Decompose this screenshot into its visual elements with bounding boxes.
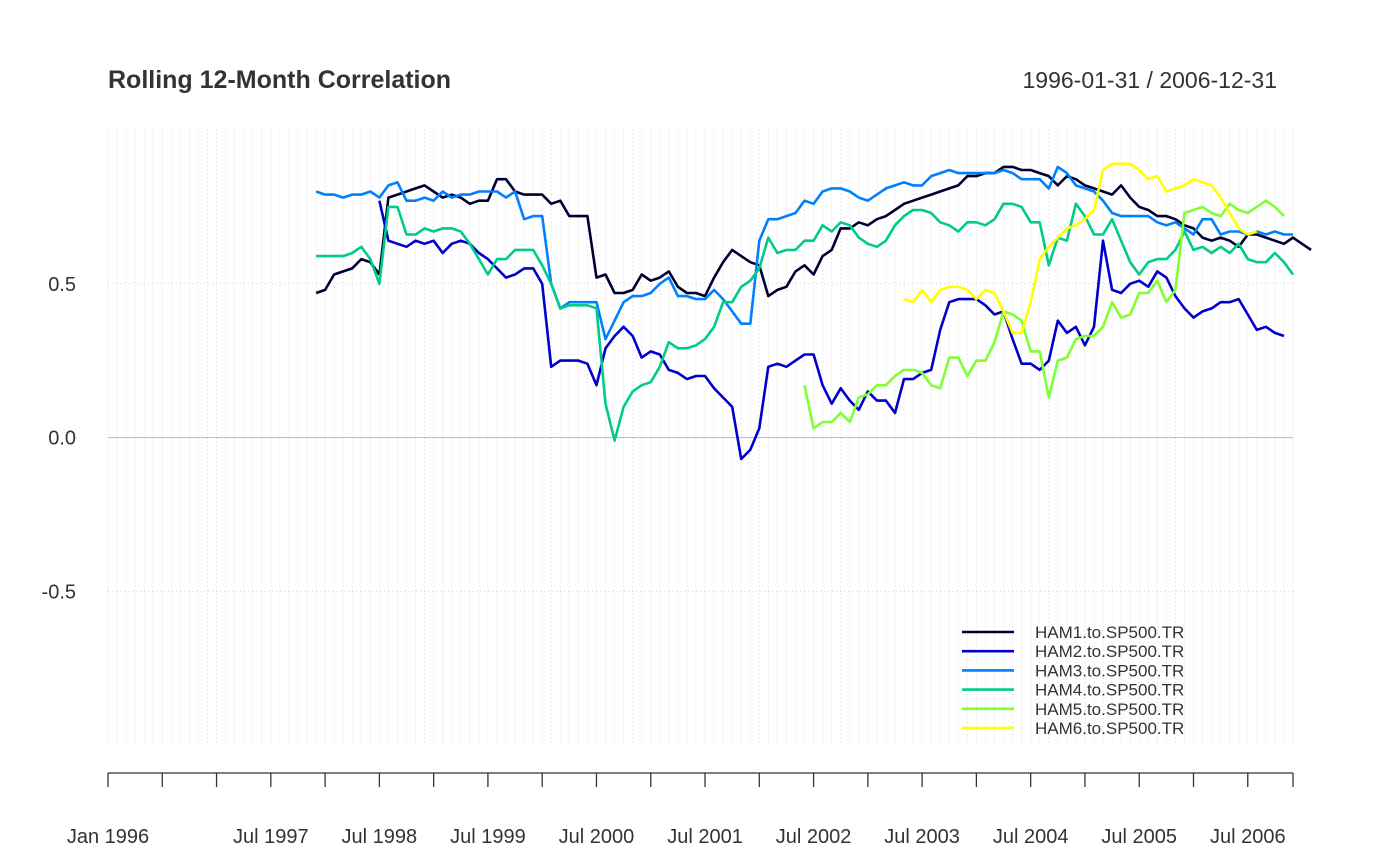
- x-tick-label: Jan 1996: [67, 826, 149, 848]
- y-tick-label: 0.5: [48, 274, 76, 296]
- x-tick-label: Jul 2000: [559, 826, 635, 848]
- y-tick-label: -0.5: [42, 581, 76, 603]
- series-line-4: [316, 202, 1295, 442]
- legend-label-3: HAM3.to.SP500.TR: [1035, 661, 1184, 680]
- x-tick-label: Jul 1997: [233, 826, 309, 848]
- legend-label-1: HAM1.to.SP500.TR: [1035, 623, 1184, 642]
- series-lines: [315, 162, 1312, 461]
- series-line-1: [315, 165, 1312, 298]
- y-tick-label: 0.0: [48, 428, 76, 450]
- x-tick-label: Jul 2002: [776, 826, 852, 848]
- legend-label-5: HAM5.to.SP500.TR: [1035, 700, 1184, 719]
- x-tick-label: Jul 2006: [1210, 826, 1286, 848]
- legend-label-6: HAM6.to.SP500.TR: [1035, 719, 1184, 738]
- x-tick-label: Jul 2001: [667, 826, 743, 848]
- series-line-3: [315, 165, 1293, 341]
- gridlines: [107, 130, 1294, 745]
- series-line-5: [803, 199, 1285, 430]
- x-tick-label: Jul 2004: [993, 826, 1069, 848]
- legend: HAM1.to.SP500.TRHAM2.to.SP500.TRHAM3.to.…: [962, 623, 1184, 738]
- y-axis: 0.5 0.0 -0.5: [42, 274, 76, 604]
- series-line-2: [378, 200, 1285, 461]
- series-line-6: [903, 162, 1258, 335]
- x-tick-label: Jul 2005: [1101, 826, 1177, 848]
- date-range-label: 1996-01-31 / 2006-12-31: [1023, 67, 1277, 93]
- legend-label-2: HAM2.to.SP500.TR: [1035, 642, 1184, 661]
- x-tick-label: Jul 1999: [450, 826, 526, 848]
- x-tick-label: Jul 2003: [884, 826, 960, 848]
- x-axis: Jan 1996 Jul 1997 Jul 1998 Jul 1999 Jul 2000…: [67, 772, 1294, 848]
- chart-title: Rolling 12-Month Correlation: [108, 66, 451, 94]
- legend-label-4: HAM4.to.SP500.TR: [1035, 681, 1184, 700]
- x-tick-label: Jul 1998: [342, 826, 418, 848]
